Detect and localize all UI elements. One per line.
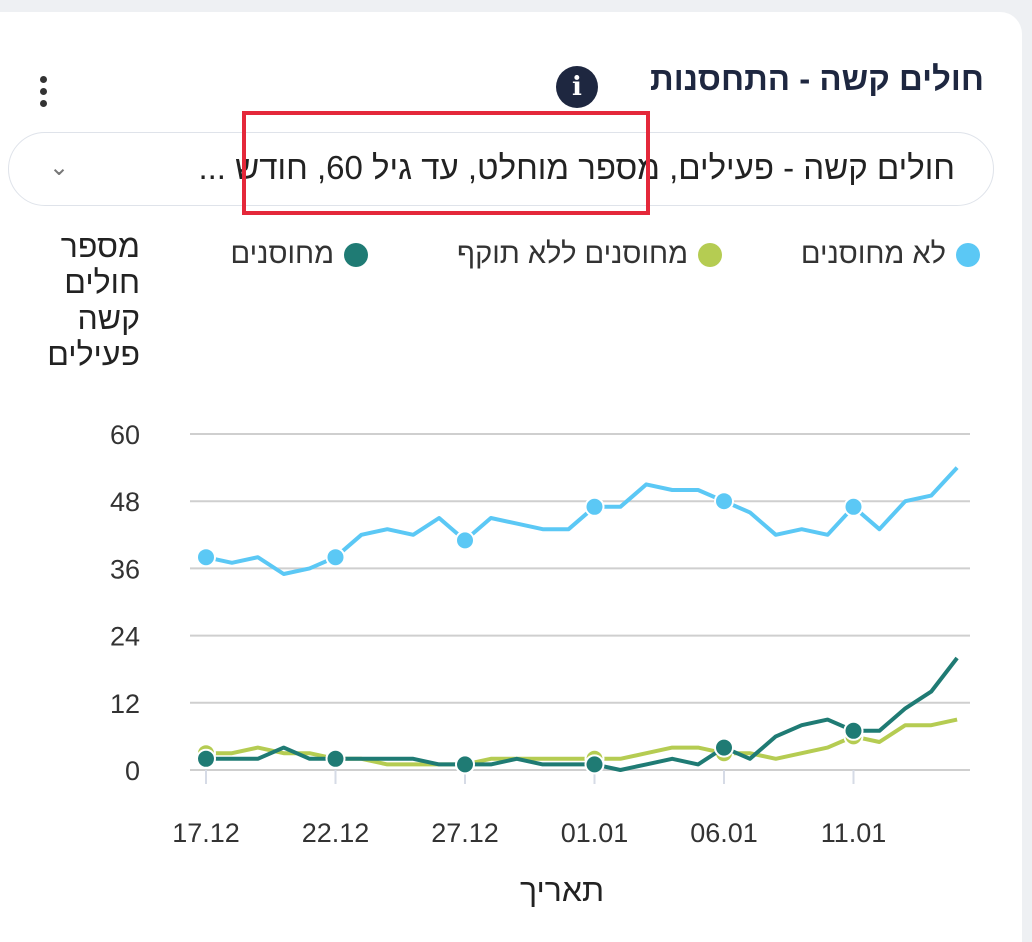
legend-label: לא מחוסנים — [800, 238, 946, 270]
data-point — [843, 496, 864, 517]
x-tick-label: 22.12 — [302, 818, 370, 848]
data-point — [584, 754, 605, 775]
x-axis-label: תאריך — [520, 872, 605, 908]
highlight-box — [242, 111, 650, 215]
legend-dot — [344, 242, 368, 267]
legend-label: מחוסנים ללא תוקף — [457, 238, 688, 270]
legend-dot — [956, 242, 980, 267]
legend-label: מחוסנים — [230, 238, 334, 270]
legend-dot — [698, 242, 722, 267]
filter-dropdown-value: חולים קשה - פעילים, מספר מוחלט, עד גיל 6… — [198, 149, 955, 186]
data-point — [196, 547, 216, 568]
data-point — [714, 737, 734, 758]
y-tick-label: 48 — [110, 487, 140, 517]
legend-item-not-vaccinated[interactable]: לא מחוסנים — [801, 238, 980, 271]
series-line — [205, 466, 959, 576]
data-point — [584, 496, 605, 517]
y-tick-label: 24 — [110, 622, 140, 652]
y-tick-label: 12 — [110, 689, 140, 719]
y-tick-label: 60 — [110, 420, 140, 450]
data-point — [196, 748, 216, 769]
legend-item-expired[interactable]: מחוסנים ללא תוקף — [457, 238, 722, 271]
x-tick-label: 17.12 — [172, 818, 240, 848]
data-point — [325, 547, 346, 568]
x-tick-label: 27.12 — [431, 818, 499, 848]
y-axis-label: מספר חולים קשה פעילים — [47, 228, 140, 372]
filter-dropdown[interactable]: חולים קשה - פעילים, מספר מוחלט, עד גיל 6… — [8, 132, 994, 206]
data-point — [325, 748, 346, 769]
x-tick-label: 06.01 — [690, 818, 758, 848]
data-point — [455, 754, 475, 775]
data-point — [455, 530, 475, 551]
y-tick-label: 0 — [125, 756, 140, 786]
chart-card: חולים קשה - התחסנות i — [0, 12, 1022, 942]
chevron-down-icon: ⌄ — [49, 154, 70, 181]
legend-item-vaccinated[interactable]: מחוסנים — [231, 238, 368, 271]
x-tick-label: 01.01 — [561, 818, 629, 848]
info-icon[interactable]: i — [556, 66, 598, 108]
card-title: חולים קשה - התחסנות — [650, 60, 984, 97]
y-tick-label: 36 — [110, 554, 140, 584]
data-point — [843, 720, 864, 741]
x-tick-label: 11.01 — [821, 818, 887, 848]
data-point — [714, 491, 734, 512]
more-options-icon[interactable] — [40, 76, 48, 112]
